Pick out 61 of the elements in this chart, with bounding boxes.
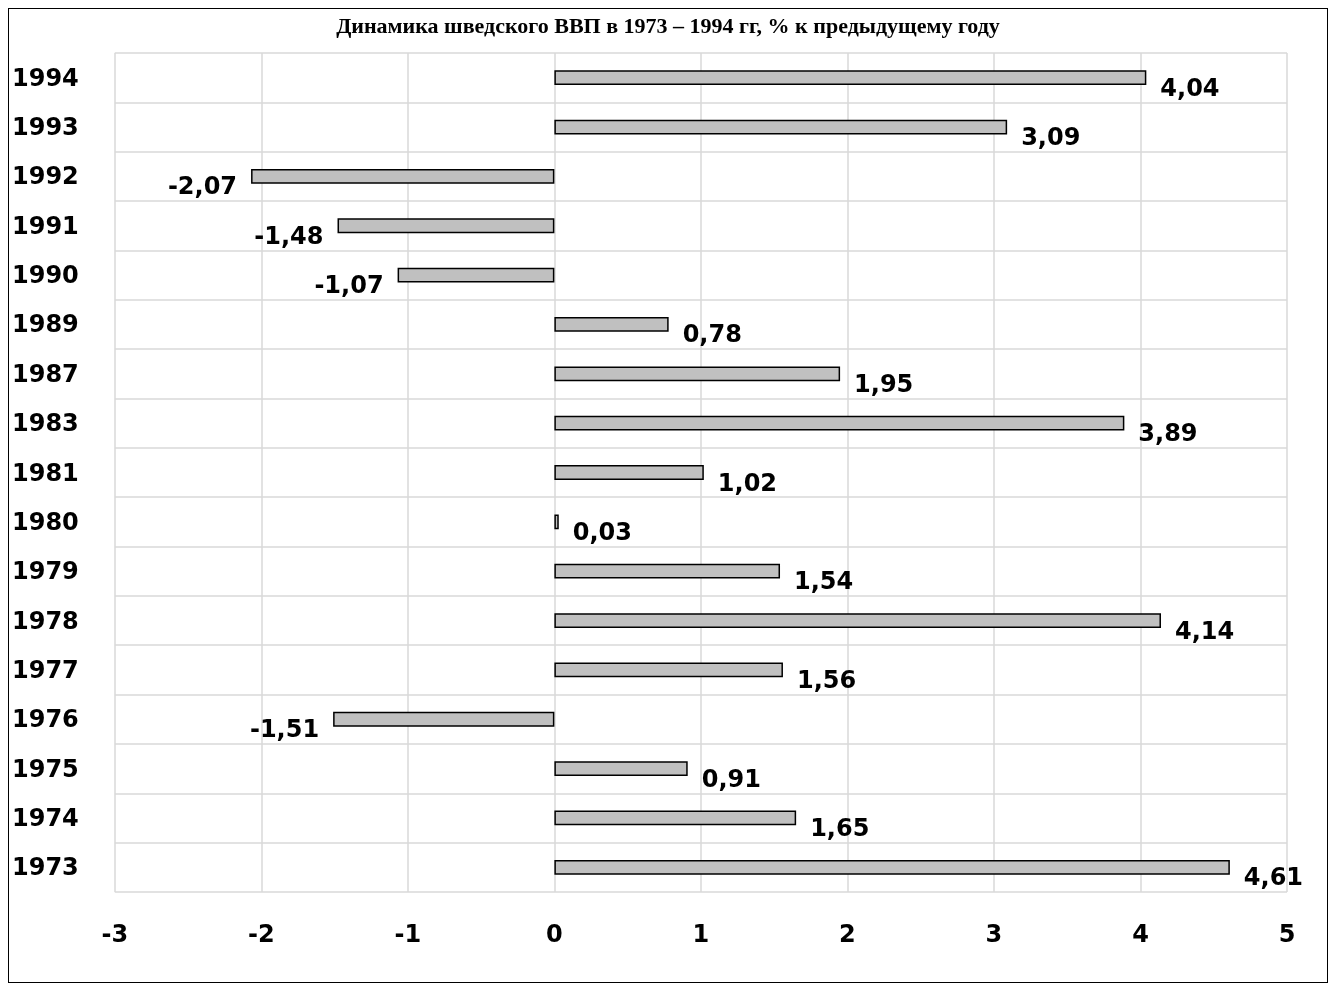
y-tick-label: 1974: [12, 803, 79, 832]
data-label: 1,95: [854, 369, 914, 398]
data-label: -2,07: [167, 172, 238, 201]
x-tick-label: -2: [247, 920, 275, 948]
x-tick-label: 3: [985, 920, 1003, 948]
data-label: 4,04: [1160, 73, 1220, 102]
y-tick-label: 1980: [12, 507, 79, 536]
bar: [554, 859, 1230, 875]
y-tick-label: 1994: [12, 63, 79, 92]
chart-title: Динамика шведского ВВП в 1973 – 1994 гг, % к предыдущему году: [336, 12, 1000, 38]
y-tick-label: 1990: [12, 261, 79, 290]
bar: [554, 119, 1008, 135]
data-label: 1,56: [796, 665, 857, 694]
bar: [251, 168, 555, 184]
data-label: -1,07: [314, 271, 384, 300]
y-tick-label: 1978: [12, 606, 79, 635]
x-tick-label: -1: [394, 920, 422, 948]
bar: [554, 514, 559, 530]
data-label: 0,78: [682, 320, 742, 349]
y-tick-label: 1977: [12, 655, 79, 684]
data-label: 3,09: [1021, 123, 1081, 152]
data-label: -1,48: [254, 221, 324, 250]
data-label: 4,61: [1243, 863, 1304, 892]
y-tick-label: 1987: [12, 359, 79, 388]
bar: [554, 366, 841, 382]
x-tick-label: 2: [839, 920, 856, 948]
y-tick-label: 1975: [12, 754, 79, 783]
data-label: 0,03: [572, 517, 632, 546]
bar: [554, 810, 797, 826]
x-tick-label: 1: [692, 920, 710, 948]
data-label: 1,02: [717, 468, 778, 497]
data-label: 3,89: [1138, 419, 1198, 448]
x-tick-label: -3: [101, 920, 129, 948]
y-tick-label: 1976: [12, 705, 79, 734]
y-tick-label: 1992: [12, 162, 79, 191]
x-tick-label: 0: [546, 920, 563, 948]
data-label: 1,54: [794, 567, 854, 596]
y-tick-label: 1993: [12, 113, 79, 142]
y-tick-label: 1989: [12, 310, 79, 339]
y-tick-label: 1983: [12, 409, 79, 438]
bar: [554, 70, 1147, 86]
bar: [397, 267, 555, 283]
y-tick-label: 1973: [12, 853, 79, 882]
bar: [554, 563, 781, 579]
data-label: -1,51: [249, 715, 320, 744]
bar: [554, 465, 704, 480]
bar: [333, 711, 555, 727]
data-label: 1,65: [810, 813, 870, 842]
y-tick-label: 1991: [12, 211, 79, 240]
data-label: 4,14: [1174, 616, 1235, 645]
bar: [554, 317, 669, 332]
bar: [554, 662, 783, 678]
bar: [554, 761, 688, 777]
x-tick-label: 5: [1278, 920, 1296, 948]
data-label: 0,91: [701, 764, 761, 793]
bar: [554, 613, 1161, 628]
bar: [554, 415, 1125, 431]
x-tick-label: 4: [1132, 920, 1149, 948]
y-tick-label: 1979: [12, 557, 79, 586]
y-tick-label: 1981: [12, 458, 79, 487]
bar: [337, 218, 555, 234]
